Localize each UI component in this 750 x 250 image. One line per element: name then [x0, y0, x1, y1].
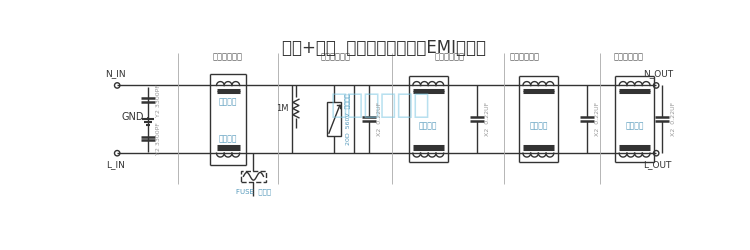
- Text: 过压浪涌保护: 过压浪涌保护: [320, 52, 350, 62]
- Text: GND: GND: [122, 112, 144, 122]
- Bar: [328, 102, 341, 136]
- Text: 共模电感: 共模电感: [626, 121, 644, 130]
- Text: N_OUT: N_OUT: [643, 70, 673, 78]
- Text: Y2 3300PF: Y2 3300PF: [157, 84, 161, 116]
- Text: 深圳振声电子: 深圳振声电子: [331, 92, 430, 120]
- Text: 1M: 1M: [276, 104, 288, 113]
- Text: L_OUT: L_OUT: [644, 160, 672, 169]
- Text: 20D  560V  压敏电阻: 20D 560V 压敏电阻: [345, 94, 351, 145]
- Text: X2  0.22UF: X2 0.22UF: [596, 102, 600, 136]
- Text: X2  0.22UF: X2 0.22UF: [670, 102, 676, 136]
- Text: 二级共模滤波: 二级共模滤波: [435, 52, 465, 62]
- Text: N_IN: N_IN: [105, 70, 126, 78]
- Text: 差模电感: 差模电感: [219, 134, 237, 143]
- Text: 共模电感: 共模电感: [530, 121, 548, 130]
- Text: 差模电感: 差模电感: [219, 97, 237, 106]
- Text: X2  0.22UF: X2 0.22UF: [485, 102, 490, 136]
- Text: X2  0.22UF: X2 0.22UF: [377, 102, 382, 136]
- Text: 三级共模滤波: 三级共模滤波: [509, 52, 539, 62]
- Text: Y2 3300PF: Y2 3300PF: [157, 122, 161, 155]
- Text: FUSE  保险丝: FUSE 保险丝: [236, 188, 271, 195]
- Text: 差摸+共模  四级复合式高效能EMI滤波器: 差摸+共模 四级复合式高效能EMI滤波器: [282, 39, 486, 57]
- Text: 一级差模滤波: 一级差模滤波: [213, 52, 243, 62]
- Text: L_IN: L_IN: [106, 160, 125, 169]
- Text: 共模电感: 共模电感: [419, 121, 437, 130]
- Text: 四级共模滤波: 四级共模滤波: [614, 52, 644, 62]
- Bar: [242, 171, 266, 182]
